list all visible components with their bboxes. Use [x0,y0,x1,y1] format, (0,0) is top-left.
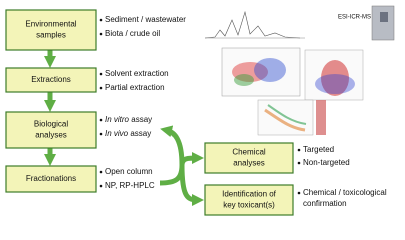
bullet-text: Partial extraction [105,83,165,92]
bullet-text: In vitro assay [105,115,152,124]
node-label: Biological [34,120,68,129]
node-box [5,111,97,149]
node-label: Chemical [232,148,266,157]
bullet-main: Targeted [303,145,334,154]
bullet-main: Chemical / toxicological [303,188,387,197]
node-box [5,165,97,193]
bullet-main: Solvent extraction [105,69,169,78]
node-label: Extractions [31,75,71,84]
node-box [5,67,97,93]
bullet-main: Partial extraction [105,83,165,92]
nodes: Environmental samples Sediment / wastewate… [5,9,387,216]
bullet-dot [99,132,103,136]
bullet-main: NP, RP-HPLC [105,181,155,190]
instrument-label: ESI-ICR-MS [338,15,371,21]
bullet-main: Non-targeted [303,158,350,167]
bullet-em: In vivo [105,129,129,138]
bullet-dot [99,18,103,22]
page: ESI-ICR-MS Environmental samples Sediment … [5,5,395,216]
node-label: Fractionations [26,174,76,183]
node-box [204,184,294,216]
bullet-dot [297,191,301,195]
bullet-main: Open column [105,167,153,176]
instrument-images: ESI-ICR-MS [204,5,395,136]
bullet-text: NP, RP-HPLC [105,181,155,190]
bullet-dot [297,161,301,165]
bullet-text: Chemical / toxicological [303,188,387,197]
bullet-em: In vitro [105,115,130,124]
branch-arrows [159,125,205,206]
node-label: analyses [35,131,67,140]
bullet-text: Solvent extraction [105,69,169,78]
node-label: key toxicant(s) [223,201,275,210]
bullet-text: In vivo assay [105,129,151,138]
bullet-main: assay [129,115,152,124]
bullet-text: Targeted [303,145,334,154]
bullet-dot [99,86,103,90]
bullet-main: assay [128,129,151,138]
node-label: Environmental [25,20,76,29]
bullet-dot [297,148,301,152]
bullet-dot [99,72,103,76]
bullet-main: Biota / crude oil [105,29,160,38]
bullet-text: confirmation [303,199,347,208]
bullet-main: Sediment / wastewater [105,15,186,24]
bullet-text: Open column [105,167,153,176]
node-label: analyses [233,159,265,168]
bullet-text: Non-targeted [303,158,350,167]
bullet-dot [99,32,103,36]
node-label: samples [36,31,66,40]
bullet-text: Biota / crude oil [105,29,160,38]
node-label: Identification of [222,190,277,199]
bullet-dot [99,170,103,174]
node-box [204,142,294,174]
diagram: ESI-ICR-MS Environmental samples Sediment … [5,5,395,216]
bullet-dot [99,184,103,188]
node-box [5,9,97,51]
bullet-dot [99,118,103,122]
bullet-text: Sediment / wastewater [105,15,186,24]
